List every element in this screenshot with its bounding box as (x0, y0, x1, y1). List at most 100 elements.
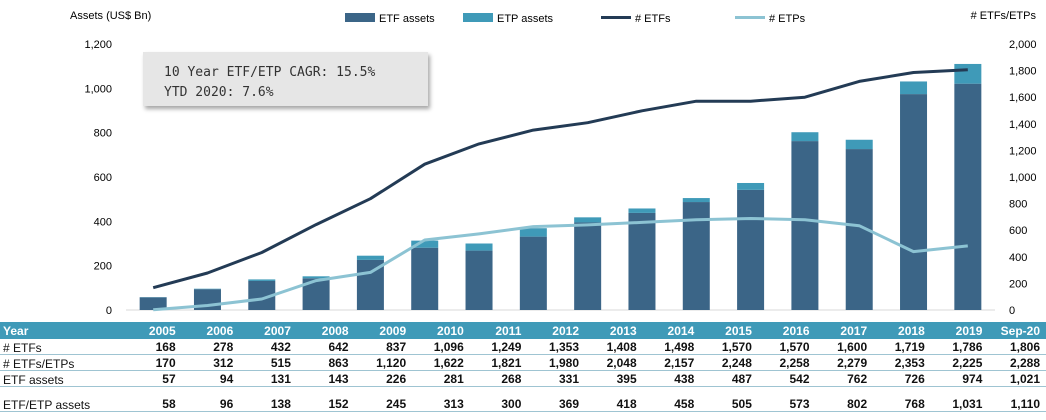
bar-etf-assets (791, 141, 819, 310)
table-row-label: ETF assets (0, 370, 124, 387)
table-header-cell: 2019 (930, 322, 989, 339)
table-cell: 1,786 (930, 339, 989, 355)
table-cell: 1,980 (527, 354, 585, 371)
bar-etp-assets (356, 255, 384, 260)
bar-etf-assets (900, 94, 928, 310)
table-cell: 131 (239, 370, 297, 387)
legend-label: ETF assets (379, 13, 435, 25)
table-cell: 2,048 (585, 354, 643, 371)
table-cell: 312 (181, 354, 240, 371)
table-cell: 573 (757, 386, 816, 412)
table-cell: 1,249 (469, 339, 528, 355)
bar-etf-assets (139, 297, 167, 310)
table-header-cell: 2015 (700, 322, 758, 339)
data-table: Year 2005 2006 2007 2008 2009 2010 2011 2012 2013… (0, 322, 1046, 412)
right-tick-label: 1,600 (1009, 92, 1037, 104)
table-cell: 1,353 (527, 339, 585, 355)
left-tick-label: 800 (94, 128, 112, 140)
table-cell: 515 (239, 354, 297, 371)
table-cell: 542 (757, 370, 816, 387)
right-tick-label: 1,200 (1009, 145, 1037, 157)
table-cell: 768 (873, 386, 931, 412)
table-header-cell: 2011 (469, 322, 528, 339)
bar-etp-assets (845, 139, 873, 150)
left-axis-title: Assets (US$ Bn) (70, 10, 152, 22)
table-row: # ETFs 168 278 432 642 837 1,096 1,249 1,353 1,40… (0, 339, 1046, 355)
table-cell: 2,288 (988, 354, 1046, 371)
table-cell: 281 (412, 370, 470, 387)
left-tick-label: 1,000 (84, 83, 112, 95)
left-tick-label: 400 (94, 216, 112, 228)
table-cell: 170 (124, 354, 182, 371)
table-cell: 94 (181, 370, 240, 387)
table-header-cell: 2008 (296, 322, 355, 339)
left-tick-label: 600 (94, 172, 112, 184)
bar-etp-assets (465, 243, 493, 251)
table-cell: 1,120 (354, 354, 413, 371)
bar-etf-assets (574, 222, 602, 310)
legend-label: ETP assets (497, 13, 554, 25)
bar-etp-assets (302, 276, 330, 279)
table-cell: 487 (700, 370, 758, 387)
table-cell: 505 (700, 386, 758, 412)
line-num-etps (153, 217, 968, 312)
table-header-cell: 2018 (873, 322, 931, 339)
table-header-cell: 2009 (354, 322, 413, 339)
table-header-row: Year 2005 2006 2007 2008 2009 2010 2011 2012 2013… (0, 322, 1046, 339)
bar-etp-assets (737, 182, 765, 190)
table-cell: 642 (296, 339, 355, 355)
table-cell: 2,248 (700, 354, 758, 371)
bar-etf-assets (519, 236, 547, 310)
bar-etf-assets (737, 189, 765, 310)
table-row-label: ETF/ETP assets (0, 386, 124, 412)
bar-etf-assets (628, 212, 656, 310)
table-header-cell: 2014 (642, 322, 701, 339)
table-cell: 2,157 (642, 354, 701, 371)
table-header-cell: 2005 (124, 322, 182, 339)
right-tick-label: 600 (1009, 225, 1027, 237)
table-cell: 1,622 (412, 354, 470, 371)
right-tick-label: 1,000 (1009, 172, 1037, 184)
bar-etf-assets (954, 83, 982, 310)
table-header-year-label: Year (0, 322, 124, 339)
table-cell: 1,570 (757, 339, 816, 355)
table-header-cell: 2006 (181, 322, 240, 339)
table-cell: 57 (124, 370, 182, 387)
table-row: # ETFs/ETPs 170 312 515 863 1,120 1,622 1,821 1,… (0, 354, 1046, 371)
table-header-cell: Sep-20 (988, 322, 1046, 339)
table-cell: 268 (469, 370, 528, 387)
table-cell: 2,279 (815, 354, 874, 371)
table-header-cell: 2010 (412, 322, 470, 339)
table-cell: 726 (873, 370, 931, 387)
table-cell: 1,021 (988, 370, 1046, 387)
legend-label: # ETPs (769, 13, 806, 25)
table-cell: 331 (527, 370, 585, 387)
table-header-cell: 2017 (815, 322, 874, 339)
table-cell: 1,570 (700, 339, 758, 355)
bar-etf-assets (411, 247, 439, 310)
left-tick-label: 0 (106, 305, 112, 317)
bar-etp-assets (682, 198, 710, 203)
table-cell: 168 (124, 339, 182, 355)
right-tick-label: 200 (1009, 278, 1027, 290)
table-cell: 245 (354, 386, 413, 412)
table-row-label: # ETFs/ETPs (0, 354, 124, 371)
bar-etp-assets (900, 81, 928, 95)
left-tick-label: 1,200 (84, 39, 112, 51)
table-row: ETF assets 57 94 131 143 226 281 268 331 395 438 48… (0, 370, 1046, 387)
table-cell: 458 (642, 386, 701, 412)
bar-etp-assets (248, 279, 276, 281)
right-tick-label: 1,800 (1009, 66, 1037, 78)
table-cell: 1,110 (988, 386, 1046, 412)
bar-etp-assets (519, 228, 547, 237)
table-cell: 96 (181, 386, 240, 412)
table-cell: 1,408 (585, 339, 643, 355)
table-cell: 1,719 (873, 339, 931, 355)
bar-etp-assets (954, 63, 982, 84)
legend-label: # ETFs (635, 13, 671, 25)
table-cell: 152 (296, 386, 355, 412)
left-tick-label: 200 (94, 261, 112, 273)
table-cell: 762 (815, 370, 874, 387)
table-cell: 802 (815, 386, 874, 412)
bar-etp-assets (411, 240, 439, 248)
